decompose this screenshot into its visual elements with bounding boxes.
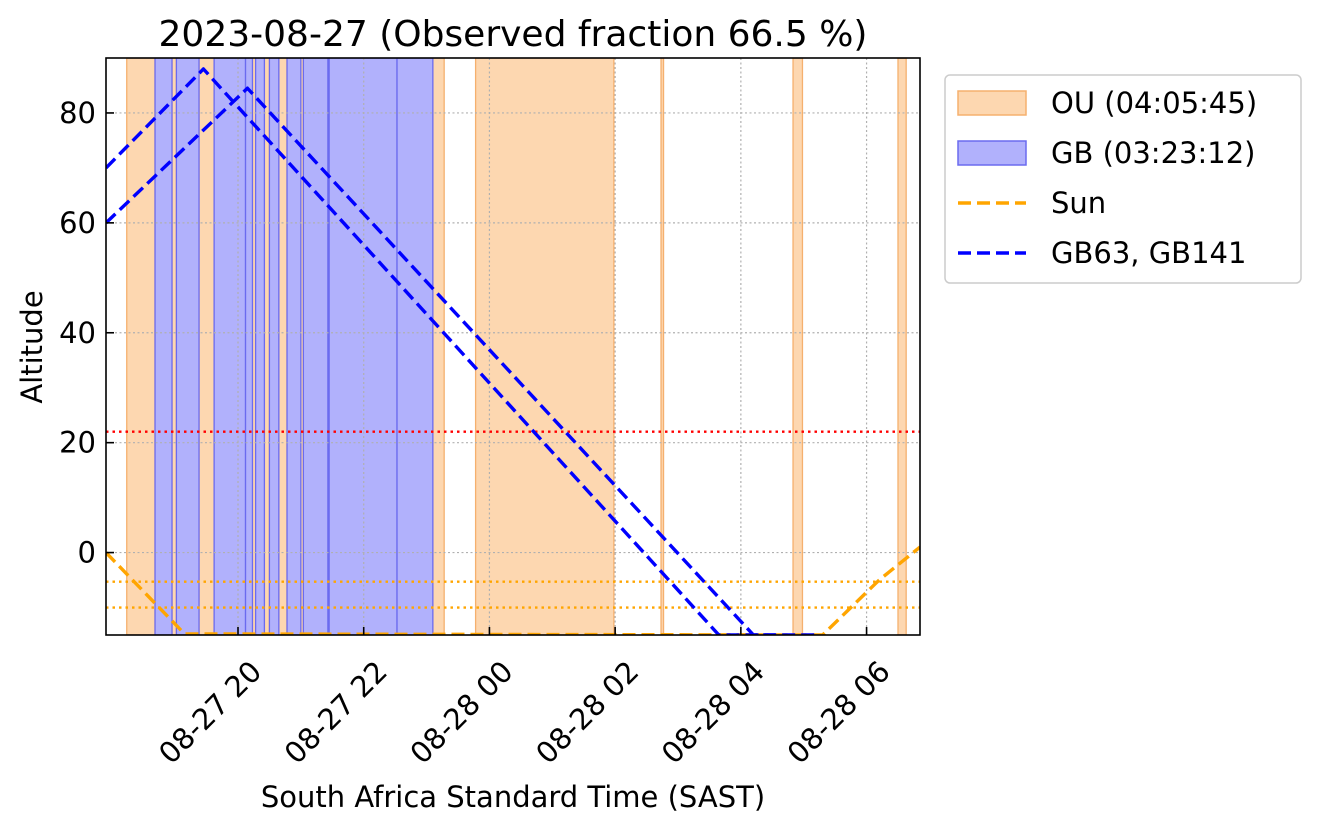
ou-interval [263, 58, 271, 635]
gb-altitude-line-1 [106, 67, 776, 635]
plot-area [106, 58, 920, 635]
sun-altitude-line [106, 545, 920, 635]
legend-swatch-0 [957, 90, 1027, 116]
y-tick-label: 40 [59, 316, 96, 350]
y-tick-label: 0 [78, 536, 96, 570]
ou-interval [126, 58, 156, 635]
ou-interval [897, 58, 907, 635]
ou-interval [660, 58, 665, 635]
gb-interval [286, 58, 302, 635]
gb-interval [154, 58, 173, 635]
y-axis-label: Altitude [15, 290, 49, 403]
x-axis-label: South Africa Standard Time (SAST) [261, 780, 765, 814]
gb-interval [302, 58, 329, 635]
ou-interval [171, 58, 178, 635]
ou-interval [792, 58, 804, 635]
gb-interval [244, 58, 254, 635]
gb-interval [254, 58, 266, 635]
chart-title: 2023-08-27 (Observed fraction 66.5 %) [159, 14, 868, 55]
legend-label-2: Sun [1051, 186, 1106, 220]
gb-interval [213, 58, 247, 635]
legend-label-0: OU (04:05:45) [1051, 86, 1257, 120]
y-tick-label: 60 [59, 206, 96, 240]
ou-interval [474, 58, 615, 635]
y-tick-label: 80 [59, 96, 96, 130]
ou-interval [432, 58, 445, 635]
gb-interval [175, 58, 200, 635]
gb-interval [328, 58, 398, 635]
gb-altitude-line-2 [106, 86, 820, 635]
gb-interval [396, 58, 434, 635]
plot-frame [105, 57, 921, 636]
gb-interval [268, 58, 280, 635]
legend: OU (04:05:45) GB (03:23:12) Sun GB63, GB141 [944, 74, 1302, 284]
ou-interval [198, 58, 215, 635]
legend-swatch-1 [957, 140, 1027, 166]
y-tick-label: 20 [59, 426, 96, 460]
legend-label-1: GB (03:23:12) [1051, 136, 1255, 170]
legend-box [944, 74, 1302, 284]
legend-label-3: GB63, GB141 [1051, 236, 1246, 270]
ou-interval [278, 58, 288, 635]
